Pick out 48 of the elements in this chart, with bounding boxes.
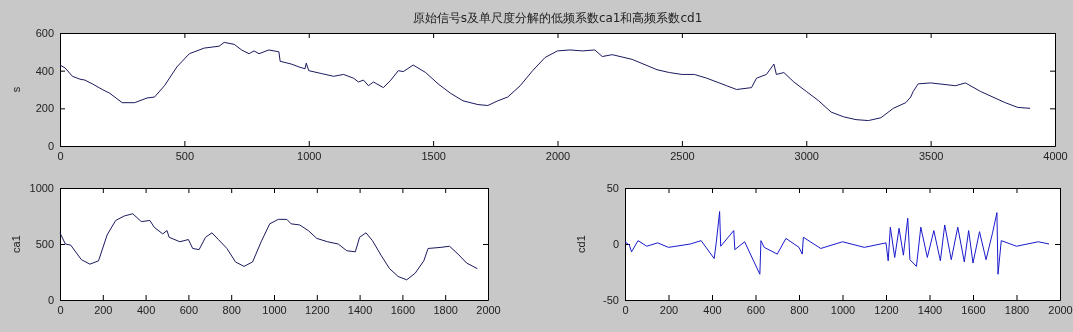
line-series [624, 211, 1050, 275]
x-tick-label: 0 [622, 303, 629, 316]
y-tick-label: 50 [606, 182, 619, 195]
y-tick-label: 0 [47, 140, 54, 153]
y-tick-label: -50 [603, 294, 619, 307]
y-axis-title: ca1 [10, 235, 22, 253]
x-tick-label: 1800 [1004, 303, 1030, 316]
y-tick-label: 1000 [29, 182, 54, 195]
x-tick-label: 1000 [262, 303, 287, 316]
line-series [59, 41, 1031, 122]
x-tick-label: 200 [659, 303, 679, 316]
x-tick-label: 1600 [390, 303, 416, 316]
x-tick-label: 500 [175, 149, 195, 162]
line-series [59, 213, 478, 281]
x-tick-label: 1200 [874, 303, 899, 316]
x-tick-label: 2000 [476, 303, 501, 316]
y-tick-label: 600 [35, 27, 54, 40]
x-tick-label: 200 [94, 303, 113, 316]
x-tick-label: 2000 [545, 149, 571, 162]
x-tick-label: 600 [746, 303, 766, 316]
x-tick-label: 800 [222, 303, 241, 316]
y-axis-title: cd1 [575, 235, 587, 253]
x-tick-label: 0 [57, 149, 64, 162]
y-tick-label: 200 [35, 102, 54, 115]
x-tick-label: 3000 [794, 149, 819, 162]
x-tick-label: 2500 [670, 149, 695, 162]
x-tick-label: 1000 [297, 149, 322, 162]
x-tick-label: 1000 [830, 303, 856, 316]
x-tick-label: 1800 [433, 303, 458, 316]
x-tick-label: 400 [136, 303, 156, 316]
y-tick-label: 0 [47, 294, 54, 307]
x-tick-label: 1400 [917, 303, 943, 316]
y-tick-label: 0 [612, 238, 619, 251]
x-tick-label: 400 [703, 303, 722, 316]
x-tick-label: 1200 [305, 303, 330, 316]
x-tick-label: 1500 [421, 149, 446, 162]
x-tick-label: 1600 [961, 303, 986, 316]
x-tick-label: 800 [790, 303, 809, 316]
y-tick-label: 400 [35, 64, 54, 77]
x-tick-label: 4000 [1043, 149, 1068, 162]
x-tick-label: 3500 [918, 149, 944, 162]
chart-title: 原始信号s及单尺度分解的低频系数ca1和高频系数cd1 [412, 11, 703, 25]
x-tick-label: 0 [57, 303, 64, 316]
x-tick-label: 2000 [1048, 303, 1073, 316]
y-axis-title: s [10, 86, 22, 93]
x-tick-label: 1400 [347, 303, 373, 316]
x-tick-label: 600 [179, 303, 199, 316]
y-tick-label: 500 [35, 238, 54, 251]
